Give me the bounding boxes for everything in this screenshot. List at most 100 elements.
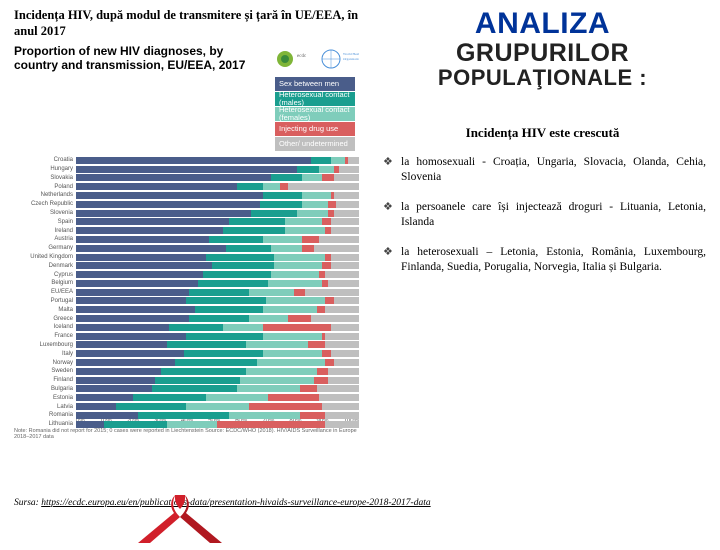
- bar-segment: [76, 377, 155, 384]
- bar-segment: [263, 306, 317, 313]
- legend-swatch: Injecting drug use: [275, 122, 355, 136]
- right-column: ANALIZA GRUPURILOR POPULAŢIONALE : Incid…: [371, 8, 706, 440]
- source-label: Sursa:: [14, 498, 39, 508]
- bar-segment: [76, 297, 186, 304]
- country-label: Czech Republic: [14, 201, 76, 207]
- bar-segment: [336, 201, 359, 208]
- bar-segment: [76, 394, 133, 401]
- svg-text:ecdc: ecdc: [297, 54, 307, 59]
- country-label: Denmark: [14, 263, 76, 269]
- country-label: Portugal: [14, 298, 76, 304]
- bar-segment: [76, 262, 212, 269]
- bar-segment: [328, 280, 359, 287]
- bar-segment: [76, 403, 116, 410]
- country-label: Slovakia: [14, 175, 76, 181]
- bar-segment: [198, 280, 269, 287]
- bar: [76, 394, 359, 401]
- bar-segment: [212, 262, 274, 269]
- bar-segment: [263, 192, 303, 199]
- country-label: Slovenia: [14, 210, 76, 216]
- country-label: Romania: [14, 412, 76, 418]
- country-row: Luxembourg: [14, 341, 359, 350]
- main-title: ANALIZA GRUPURILOR POPULAŢIONALE :: [379, 8, 706, 89]
- country-row: Czech Republic: [14, 200, 359, 209]
- legend-item: Sex between men: [275, 77, 355, 91]
- bar-segment: [217, 421, 325, 428]
- bar-segment: [206, 394, 268, 401]
- bullet-item: la homosexuali - Croația, Ungaria, Slova…: [383, 155, 706, 186]
- bar-segment: [195, 306, 263, 313]
- country-row: Sweden: [14, 367, 359, 376]
- bar-segment: [302, 201, 327, 208]
- chart-area: CroatiaHungarySlovakiaPolandNetherlandsC…: [14, 156, 359, 416]
- bar-segment: [76, 157, 311, 164]
- country-label: Belgium: [14, 280, 76, 286]
- country-row: Austria: [14, 235, 359, 244]
- bar: [76, 350, 359, 357]
- bar-segment: [161, 368, 246, 375]
- bar-segment: [297, 210, 328, 217]
- bar: [76, 333, 359, 340]
- bar-segment: [317, 385, 359, 392]
- country-label: Bulgaria: [14, 386, 76, 392]
- bar-segment: [263, 236, 303, 243]
- ecdc-logo: ecdc: [273, 47, 313, 71]
- bar-segment: [133, 394, 207, 401]
- bar: [76, 271, 359, 278]
- country-label: Netherlands: [14, 192, 76, 198]
- bar-segment: [138, 412, 229, 419]
- bar-segment: [334, 210, 359, 217]
- bar-segment: [76, 315, 189, 322]
- bar-segment: [302, 192, 330, 199]
- bar-segment: [249, 289, 294, 296]
- legend-item: Heterosexual contact (females): [275, 107, 355, 121]
- bar-segment: [280, 183, 288, 190]
- bar-segment: [322, 262, 330, 269]
- bar-segment: [76, 289, 189, 296]
- country-label: Spain: [14, 219, 76, 225]
- bar: [76, 218, 359, 225]
- bar-segment: [331, 227, 359, 234]
- country-label: Greece: [14, 316, 76, 322]
- bar-segment: [76, 333, 186, 340]
- bar-segment: [175, 359, 257, 366]
- bar: [76, 289, 359, 296]
- bar-segment: [317, 368, 328, 375]
- bar-segment: [226, 245, 271, 252]
- legend-label: Heterosexual contact (females): [279, 106, 355, 122]
- legend-swatch: Heterosexual contact (females): [275, 107, 355, 121]
- country-row: Romania: [14, 411, 359, 420]
- bar-segment: [314, 245, 359, 252]
- bar-segment: [76, 359, 175, 366]
- who-logo: World HealthOrganization: [319, 47, 359, 71]
- bar: [76, 315, 359, 322]
- bar: [76, 262, 359, 269]
- legend-item: Heterosexual contact (males): [275, 92, 355, 106]
- bar-segment: [302, 236, 319, 243]
- ribbon-icon: [130, 495, 250, 550]
- bar-segment: [268, 394, 319, 401]
- bar-segment: [263, 333, 322, 340]
- bar-segment: [263, 183, 280, 190]
- country-label: Italy: [14, 351, 76, 357]
- bar-segment: [266, 297, 325, 304]
- country-label: Latvia: [14, 404, 76, 410]
- country-row: EU/EEA: [14, 288, 359, 297]
- chart-header: Proportion of new HIV diagnoses, by coun…: [14, 45, 359, 73]
- country-label: Croatia: [14, 157, 76, 163]
- bar-segment: [76, 385, 152, 392]
- bar-segment: [240, 377, 314, 384]
- bar: [76, 368, 359, 375]
- legend-label: Other/ undetermined: [279, 140, 348, 148]
- legend-swatch: Sex between men: [275, 77, 355, 91]
- bar: [76, 245, 359, 252]
- title-line-1: ANALIZA: [379, 8, 706, 40]
- country-label: Hungary: [14, 166, 76, 172]
- bar: [76, 385, 359, 392]
- bar-segment: [325, 412, 359, 419]
- bar-segment: [155, 377, 240, 384]
- country-label: Germany: [14, 245, 76, 251]
- bar-segment: [229, 218, 286, 225]
- bar-segment: [328, 201, 336, 208]
- country-row: Portugal: [14, 297, 359, 306]
